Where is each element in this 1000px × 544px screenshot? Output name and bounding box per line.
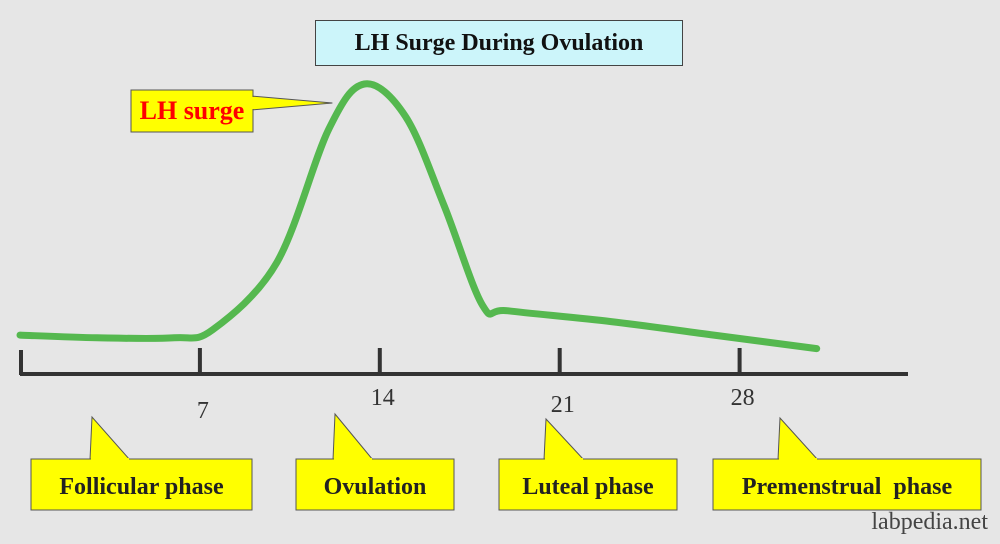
phase-callout-pointer	[777, 416, 820, 461]
x-tick-label: 14	[371, 385, 395, 411]
tick-labels: 7 14 21 28	[197, 385, 755, 424]
peak-callout-box	[130, 89, 254, 133]
phase-callout-join	[545, 458, 583, 462]
phase-callout-box	[712, 458, 982, 511]
x-tick-label: 7	[197, 398, 209, 424]
phase-callout-box	[295, 458, 455, 511]
series-line-lh	[16, 80, 821, 353]
phase-callout-pointer	[89, 415, 132, 461]
x-axis	[19, 348, 908, 376]
chart-title: LH Surge During Ovulation	[315, 20, 683, 66]
phase-callout-text: Follicular phase	[59, 474, 224, 500]
x-tick-label: 21	[551, 392, 575, 418]
phase-callout-box	[30, 458, 253, 511]
peak-callout-join	[250, 97, 254, 109]
peak-callout-pointer	[250, 95, 333, 111]
phase-callout-text: Premenstrual phase	[742, 474, 953, 500]
watermark: labpedia.net	[871, 509, 988, 535]
phase-callout-join	[779, 458, 817, 462]
peak-callout-text: LH surge	[140, 96, 245, 125]
callouts: LH surge Follicular phase Ovulation Luteal …	[30, 89, 982, 511]
phase-callout-pointer	[543, 417, 586, 461]
phase-callout-pointer	[332, 412, 375, 461]
plot-area	[16, 80, 821, 353]
phase-callout-text: Luteal phase	[522, 474, 654, 500]
phase-callout-join	[91, 458, 129, 462]
phase-callout-join	[334, 458, 372, 462]
x-tick-label: 28	[731, 385, 755, 411]
phase-callout-text: Ovulation	[324, 474, 427, 500]
phase-callout-box	[498, 458, 678, 511]
